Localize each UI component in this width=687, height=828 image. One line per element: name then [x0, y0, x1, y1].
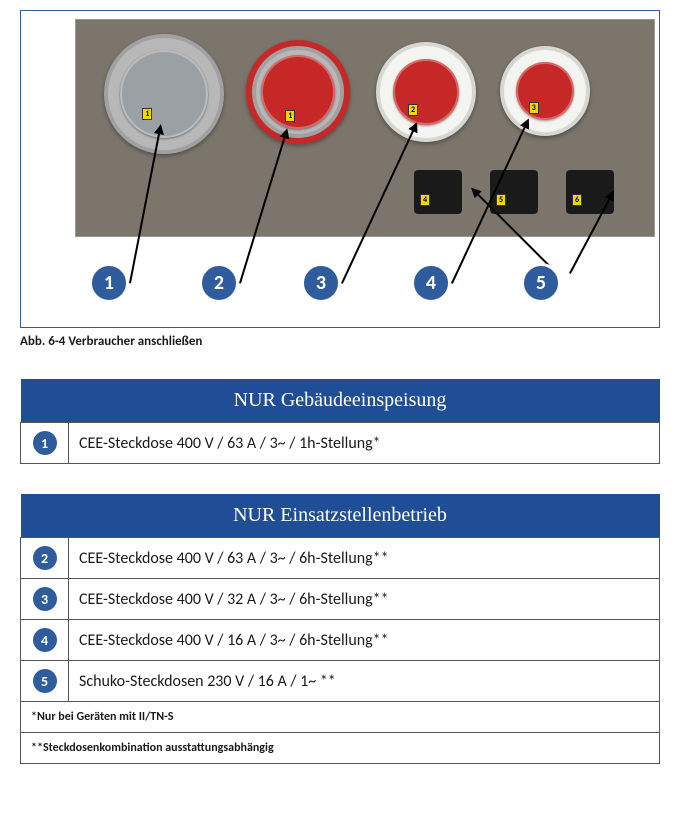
table-row: 2 CEE-Steckdose 400 V / 63 A / 3~ / 6h-St… [21, 538, 660, 579]
cee-socket: 3 [500, 46, 590, 136]
callout-number: 1 [89, 263, 129, 303]
callout-number: 2 [199, 263, 239, 303]
footnote-text: **Steckdosenkombination ausstattungsabhä… [21, 733, 660, 764]
row-text-cell: CEE-Steckdose 400 V / 16 A / 3~ / 6h-Ste… [69, 620, 660, 661]
footnote-row: **Steckdosenkombination ausstattungsabhä… [21, 733, 660, 764]
table-einsatzstellenbetrieb: NUR Einsatzstellenbetrieb 2 CEE-Steckdose… [20, 494, 660, 764]
callout-number: 4 [411, 263, 451, 303]
row-number-cell: 5 [21, 661, 69, 702]
table-gebaeudeeinspeisung: NUR Gebäudeeinspeisung 1 CEE-Steckdose 40… [20, 379, 660, 464]
table1-header: NUR Gebäudeeinspeisung [21, 379, 660, 423]
table-row: 4 CEE-Steckdose 400 V / 16 A / 3~ / 6h-St… [21, 620, 660, 661]
socket-id-tag: 4 [420, 194, 430, 206]
row-text-cell: CEE-Steckdose 400 V / 63 A / 3~ / 6h-Ste… [69, 538, 660, 579]
footnote-text: *Nur bei Geräten mit II/TN-S [21, 702, 660, 733]
cee-socket: 2 [376, 42, 476, 142]
row-text-cell: CEE-Steckdose 400 V / 32 A / 3~ / 6h-Ste… [69, 579, 660, 620]
table-row: 3 CEE-Steckdose 400 V / 32 A / 3~ / 6h-St… [21, 579, 660, 620]
table-row: 1 CEE-Steckdose 400 V / 63 A / 3~ / 1h-St… [21, 423, 660, 464]
figure-box: 1 1 2 3 4 5 6 1 2 3 4 5 [20, 10, 660, 328]
number-badge: 2 [33, 546, 57, 570]
socket-id-tag: 3 [529, 102, 539, 114]
row-text-cell: CEE-Steckdose 400 V / 63 A / 3~ / 1h-Ste… [69, 423, 660, 464]
cee-socket: 1 [246, 40, 350, 144]
socket-id-tag: 2 [408, 104, 418, 116]
socket-id-tag: 1 [142, 108, 152, 120]
socket-id-tag: 1 [285, 110, 295, 122]
number-badge: 1 [33, 431, 57, 455]
number-badge: 4 [33, 628, 57, 652]
row-text-cell: Schuko-Steckdosen 230 V / 16 A / 1~ ** [69, 661, 660, 702]
number-badge: 5 [33, 669, 57, 693]
row-number-cell: 4 [21, 620, 69, 661]
cee-socket: 1 [104, 34, 224, 154]
row-number-cell: 1 [21, 423, 69, 464]
figure-caption: Abb. 6-4 Verbraucher anschließen [20, 334, 667, 349]
schuko-socket: 5 [490, 170, 538, 214]
table-row: 5 Schuko-Steckdosen 230 V / 16 A / 1~ ** [21, 661, 660, 702]
table2-header: NUR Einsatzstellenbetrieb [21, 494, 660, 538]
footnote-row: *Nur bei Geräten mit II/TN-S [21, 702, 660, 733]
socket-id-tag: 6 [572, 194, 582, 206]
row-number-cell: 3 [21, 579, 69, 620]
callout-number: 3 [301, 263, 341, 303]
socket-id-tag: 5 [496, 194, 506, 206]
number-badge: 3 [33, 587, 57, 611]
row-number-cell: 2 [21, 538, 69, 579]
callout-number: 5 [521, 263, 561, 303]
schuko-socket: 4 [414, 170, 462, 214]
